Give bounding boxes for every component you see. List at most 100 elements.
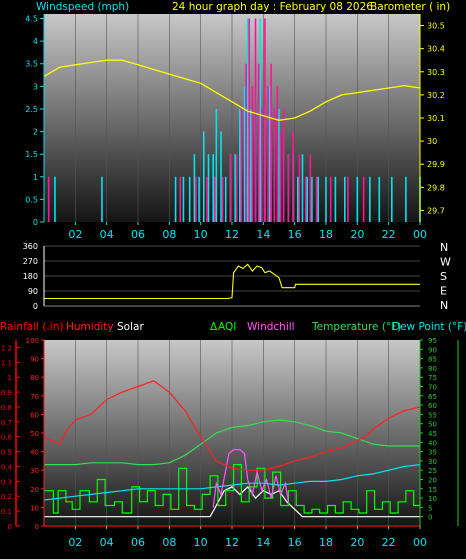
climate-x-tick-label: 10 xyxy=(194,536,208,549)
compass-label: E xyxy=(440,285,447,298)
climate-x-tick-label: 00 xyxy=(413,536,427,549)
wind-y-tick-label: 1.5 xyxy=(25,150,38,159)
wind-x-tick-label: 18 xyxy=(319,228,333,241)
barometer-y-tick-label: 29.9 xyxy=(427,160,445,169)
wind-x-tick-label: 04 xyxy=(100,228,114,241)
humidity-y-tick-label: 100 xyxy=(26,337,39,345)
legend-humidity: Humidity xyxy=(66,321,114,333)
barometer-y-tick-label: 30.4 xyxy=(427,45,445,54)
rainfall-y-tick-label: 0.1 xyxy=(1,508,12,516)
wind-x-tick-label: 06 xyxy=(131,228,145,241)
temperature-line xyxy=(44,419,420,466)
humidity-line xyxy=(43,380,421,471)
legend-aqi: Δ xyxy=(210,321,218,333)
chart-header-barometer: Barometer ( in) xyxy=(370,1,450,13)
barometer-y-tick-label: 29.7 xyxy=(427,206,445,215)
wind-y-tick-label: 4 xyxy=(33,37,38,46)
climate-x-tick-label: 06 xyxy=(131,536,145,549)
climate-x-tick-label: 12 xyxy=(225,536,239,549)
climate-legend: Rainfall (.in) Humidity Solar Δ AQI Wind… xyxy=(0,321,466,333)
rainfall-y-tick-label: 1.1 xyxy=(1,359,12,367)
temperature-y-tick-label: 80 xyxy=(428,365,437,373)
aqi-line xyxy=(44,464,421,514)
barometer-y-tick-label: 30 xyxy=(427,137,437,146)
legend-temperature: Temperature (°F) xyxy=(311,321,401,333)
rainfall-y-tick-label: 0.9 xyxy=(1,389,12,397)
direction-y-tick-label: 90 xyxy=(28,287,38,296)
humidity-y-tick-label: 30 xyxy=(30,467,39,475)
climate-x-tick-label: 08 xyxy=(162,536,176,549)
legend-windchill: Windchill xyxy=(247,321,295,333)
rainfall-y-tick-label: 0.5 xyxy=(1,449,12,457)
temperature-y-tick-label: 60 xyxy=(428,402,437,410)
compass-label: N xyxy=(440,241,448,254)
wind-y-tick-label: 2 xyxy=(33,128,38,137)
temperature-y-tick-label: 0 xyxy=(428,514,432,522)
wind-x-tick-label: 20 xyxy=(350,228,364,241)
barometer-y-tick-label: 30.5 xyxy=(427,22,445,31)
temperature-y-tick-label: 95 xyxy=(428,337,437,345)
humidity-y-tick-label: 60 xyxy=(30,411,39,419)
compass-label: W xyxy=(440,256,451,269)
barometer-y-tick-label: 29.8 xyxy=(427,183,445,192)
compass-label: S xyxy=(440,270,447,283)
direction-y-tick-label: 0 xyxy=(33,302,38,311)
wind-y-tick-label: 0.5 xyxy=(25,195,38,204)
rainfall-y-tick-label: 0 xyxy=(8,523,12,531)
direction-y-tick-label: 360 xyxy=(23,242,38,251)
temperature-y-tick-label: 50 xyxy=(428,421,437,429)
temperature-y-tick-label: 5 xyxy=(428,504,432,512)
barometer-y-tick-label: 30.2 xyxy=(427,91,445,100)
rainfall-y-tick-label: 0.7 xyxy=(1,419,12,427)
wind-x-tick-label: 12 xyxy=(225,228,239,241)
climate-x-tick-label: 18 xyxy=(319,536,333,549)
direction-y-tick-label: 270 xyxy=(23,257,38,266)
rainfall-y-tick-label: 0.2 xyxy=(1,493,12,501)
barometer-line xyxy=(43,59,421,121)
wind-plot-x-ticks: 02 04 06 08 10 12 14 16 18 20 22 00 xyxy=(68,222,427,241)
humidity-y-tick-label: 0 xyxy=(35,523,39,531)
rainfall-y-tick-label: 0.3 xyxy=(1,478,12,486)
temperature-y-tick-label: 45 xyxy=(428,430,437,438)
wind-x-tick-label: 08 xyxy=(162,228,176,241)
wind-x-tick-label: 10 xyxy=(194,228,208,241)
legend-aqi-label: AQI xyxy=(218,321,236,333)
wind-y-tick-label: 3.5 xyxy=(25,60,38,69)
climate-x-tick-label: 14 xyxy=(256,536,270,549)
legend-dewpoint: Dew Point (°F) xyxy=(392,321,466,333)
temperature-y-tick-label: 70 xyxy=(428,384,437,392)
wind-y-tick-label: 0 xyxy=(33,218,38,227)
humidity-y-tick-label: 40 xyxy=(30,449,39,457)
humidity-y-tick-label: 20 xyxy=(30,486,39,494)
temperature-y-tick-label: 30 xyxy=(428,458,437,466)
climate-plot-axes: 0 0.1 0.2 0.3 0.4 0.5 0.6 0.7 0.8 0.9 1 1.1 1.2 0 10 20… xyxy=(1,337,459,531)
climate-x-tick-label: 04 xyxy=(100,536,114,549)
wind-plot-series xyxy=(43,18,421,222)
wind-y-tick-label: 2.5 xyxy=(25,105,38,114)
humidity-y-tick-label: 10 xyxy=(30,504,39,512)
legend-solar: Solar xyxy=(117,321,144,333)
climate-x-tick-label: 02 xyxy=(68,536,82,549)
chart-header-title: 24 hour graph day : February 08 2026 xyxy=(172,1,373,13)
direction-y-tick-label: 180 xyxy=(23,272,38,281)
wind-plot-axes: 0 0.5 1 1.5 2 2.5 3 3.5 4 4.5 29.7 29.8 29.9 30 30.1 30… xyxy=(25,14,445,227)
temperature-y-tick-label: 15 xyxy=(428,486,437,494)
temperature-y-tick-label: 25 xyxy=(428,467,437,475)
wind-x-tick-label: 16 xyxy=(288,228,302,241)
humidity-y-tick-label: 80 xyxy=(30,374,39,382)
rainfall-y-tick-label: 0.8 xyxy=(1,404,12,412)
wind-y-tick-label: 1 xyxy=(33,173,38,182)
dewpoint-line xyxy=(43,464,421,501)
solar-line xyxy=(44,485,420,518)
direction-plot-series xyxy=(44,263,420,300)
wind-y-tick-label: 4.5 xyxy=(25,15,38,24)
humidity-y-tick-label: 70 xyxy=(30,393,39,401)
temperature-y-tick-label: 10 xyxy=(428,495,437,503)
temperature-y-tick-label: 20 xyxy=(428,477,437,485)
wind-x-tick-label: 14 xyxy=(256,228,270,241)
rainfall-y-tick-label: 1 xyxy=(8,374,12,382)
temperature-y-tick-label: 55 xyxy=(428,411,437,419)
humidity-y-tick-label: 90 xyxy=(30,356,39,364)
